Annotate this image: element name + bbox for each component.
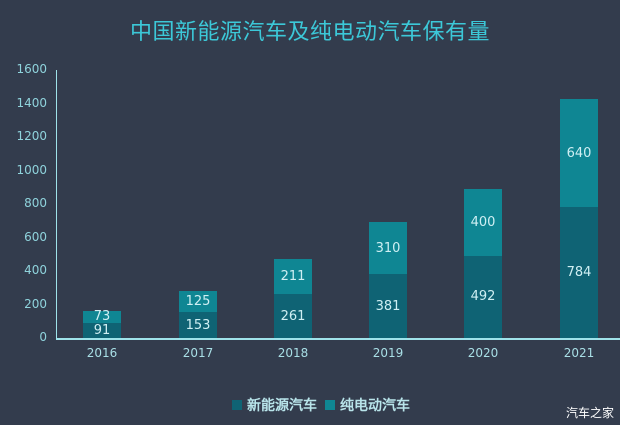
y-tick-label: 600: [24, 229, 47, 244]
bar-value-label: 153: [185, 317, 211, 333]
bar-value-label: 125: [185, 294, 211, 310]
x-tick-label: 2016: [86, 346, 118, 360]
bar-value-label: 784: [566, 264, 592, 280]
bar-value-label: 381: [375, 298, 401, 314]
x-tick-label: 2021: [563, 346, 595, 360]
bar-segment-nev[interactable]: 492: [464, 255, 502, 338]
chart-title: 中国新能源汽车及纯电动汽车保有量: [129, 20, 490, 45]
legend-swatch-icon: [325, 400, 335, 410]
y-tick-label: 200: [24, 296, 47, 311]
x-tick-label: 2019: [372, 346, 404, 360]
bar-segment-nev[interactable]: 153: [179, 312, 217, 338]
bar-segment-nev[interactable]: 784: [560, 206, 598, 338]
legend-label: 新能源汽车: [247, 398, 317, 414]
legend-item-bev[interactable]: 纯电动汽车: [325, 395, 410, 415]
x-axis-line: [56, 338, 620, 340]
bar-value-label: 261: [280, 308, 306, 324]
y-tick-label: 1600: [16, 62, 47, 76]
bar-value-label: 400: [470, 214, 496, 230]
bar-segment-bev[interactable]: 125: [179, 291, 217, 313]
bar-segment-bev[interactable]: 73: [83, 309, 121, 325]
bar-value-label: 91: [93, 322, 111, 338]
bar-value-label: 640: [566, 145, 592, 161]
y-tick-label: 800: [24, 196, 47, 210]
legend-label: 纯电动汽车: [340, 398, 410, 414]
x-tick-label: 2018: [277, 346, 309, 360]
y-tick-label: 1400: [16, 95, 47, 110]
bar-value-label: 73: [93, 309, 111, 325]
bar-value-label: 492: [470, 289, 496, 305]
y-tick-label: 1200: [16, 129, 47, 143]
bar-value-label: 310: [375, 240, 401, 256]
y-axis-line: [56, 70, 57, 338]
x-tick-label: 2020: [467, 346, 499, 360]
bar-segment-nev[interactable]: 91: [83, 322, 121, 338]
y-tick-label: 400: [24, 263, 47, 277]
bar-value-label: 211: [280, 269, 306, 285]
y-tick-label: 1000: [16, 162, 47, 177]
bar-segment-bev[interactable]: 640: [560, 99, 598, 207]
bar-segment-nev[interactable]: 261: [274, 294, 312, 338]
y-tick-label: 0: [39, 330, 47, 344]
legend-item-nev[interactable]: 新能源汽车: [232, 395, 317, 415]
watermark: 汽车之家: [565, 406, 614, 420]
legend: 新能源汽车 纯电动汽车: [232, 395, 418, 415]
bar-segment-bev[interactable]: 211: [274, 258, 312, 295]
bar-segment-bev[interactable]: 310: [369, 222, 407, 275]
x-tick-label: 2017: [182, 346, 214, 360]
bar-segment-nev[interactable]: 381: [369, 274, 407, 338]
legend-swatch-icon: [232, 400, 242, 410]
bar-segment-bev[interactable]: 400: [464, 188, 502, 256]
